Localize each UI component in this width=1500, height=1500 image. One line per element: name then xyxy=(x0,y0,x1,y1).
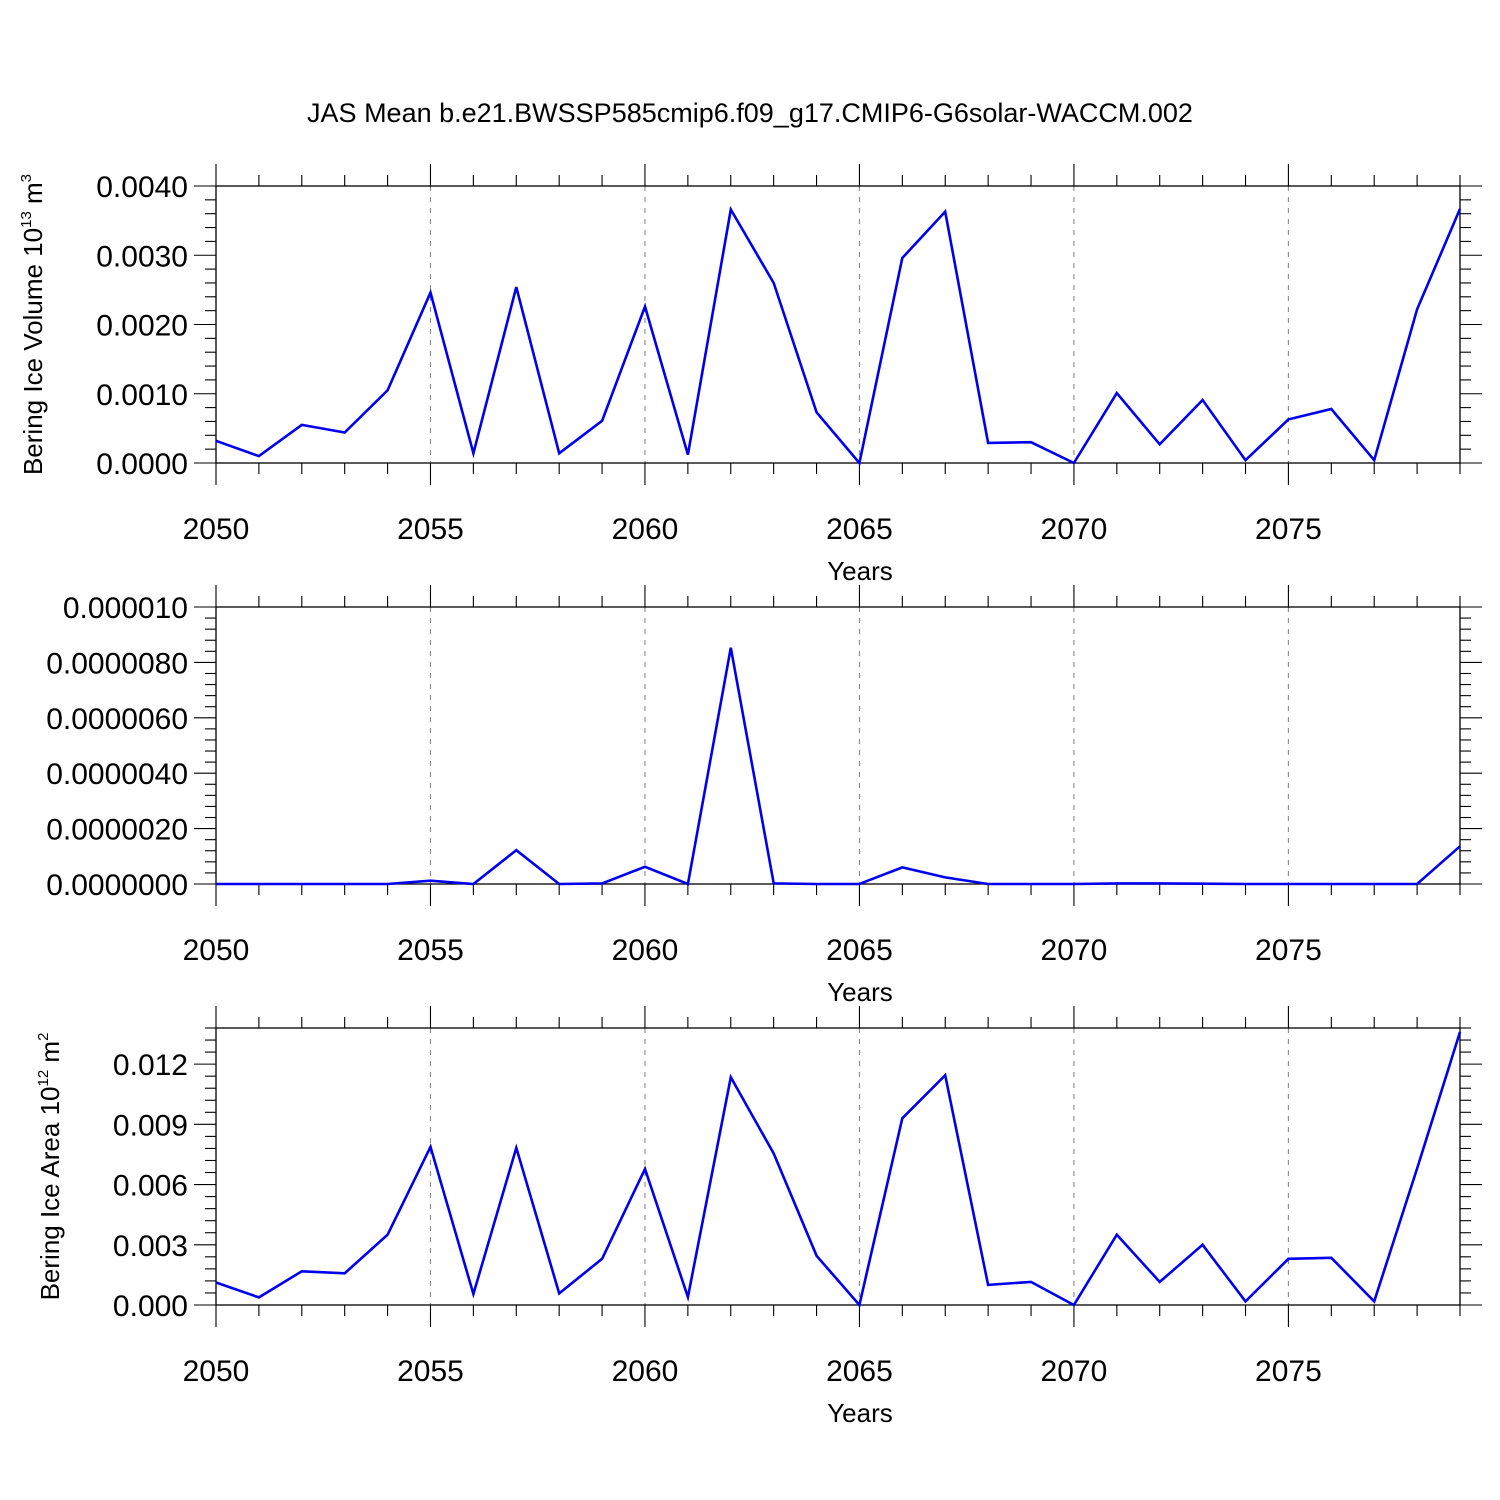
plot-frame xyxy=(215,1027,1461,1306)
x-tick-label: 2060 xyxy=(612,1355,679,1388)
y-tick-label: 0.0000000 xyxy=(46,869,188,902)
panel-ice-area: 2050 2055 2060 2065 2070 2075 Years 0.000 0.003 0… xyxy=(35,1006,1482,1428)
y-tick-label: 0.0040 xyxy=(96,171,188,204)
y-axis-label-text: Bering Ice Area 10 xyxy=(35,1087,65,1301)
plot-frame xyxy=(215,185,1461,464)
y-tick-label: 0.006 xyxy=(113,1170,188,1203)
plot-frame xyxy=(215,606,1461,885)
x-tick-label: 2075 xyxy=(1255,934,1322,967)
x-axis-label: Years xyxy=(827,556,893,586)
x-axis-label: Years xyxy=(827,977,893,1007)
y-axis-label-unit: m xyxy=(18,182,48,211)
y-tick-label: 0.000 xyxy=(113,1290,188,1323)
y-axis-label-unit-exponent: 3 xyxy=(18,174,35,182)
y-axis-label-unit-exponent: 2 xyxy=(35,1033,52,1041)
x-tick-label: 2055 xyxy=(397,934,464,967)
x-tick-label: 2070 xyxy=(1041,934,1108,967)
y-tick-label: 0.0000020 xyxy=(46,814,188,847)
x-tick-label: 2050 xyxy=(183,1355,250,1388)
y-tick-label: 0.000010 xyxy=(63,592,188,625)
y-tick-label: 0.0010 xyxy=(96,379,188,412)
y-tick-label: 0.0030 xyxy=(96,240,188,273)
series-line xyxy=(215,205,1462,466)
figure-title: JAS Mean b.e21.BWSSP585cmip6.f09_g17.CMI… xyxy=(307,98,1193,128)
panel-middle: 2050 2055 2060 2065 2070 2075 Years 0.0000000 0.… xyxy=(46,585,1482,1007)
y-axis-label-exponent: 12 xyxy=(35,1070,52,1087)
x-tick-label: 2070 xyxy=(1041,1355,1108,1388)
panel-ice-volume: 2050 2055 2060 2065 2070 2075 Years 0.0000 0.001… xyxy=(18,164,1482,586)
y-tick-label: 0.0000060 xyxy=(46,703,188,736)
y-tick-label: 0.003 xyxy=(113,1230,188,1263)
y-axis-label-unit: m xyxy=(35,1041,65,1070)
x-tick-label: 2065 xyxy=(826,1355,893,1388)
x-tick-label: 2075 xyxy=(1255,1355,1322,1388)
x-tick-label: 2065 xyxy=(826,934,893,967)
x-axis-label: Years xyxy=(827,1398,893,1428)
series-line xyxy=(216,647,1461,886)
x-tick-label: 2065 xyxy=(826,513,893,546)
series-line xyxy=(215,1031,1462,1308)
x-tick-label: 2075 xyxy=(1255,513,1322,546)
y-tick-label: 0.0020 xyxy=(96,310,188,343)
y-axis-label-exponent: 13 xyxy=(18,211,35,228)
y-tick-label: 0.0000080 xyxy=(46,647,188,680)
x-tick-label: 2050 xyxy=(183,934,250,967)
x-tick-label: 2055 xyxy=(397,513,464,546)
x-tick-label: 2060 xyxy=(612,934,679,967)
y-tick-label: 0.0000040 xyxy=(46,758,188,791)
x-tick-label: 2055 xyxy=(397,1355,464,1388)
y-tick-label: 0.0000 xyxy=(96,448,188,481)
x-tick-label: 2070 xyxy=(1041,513,1108,546)
x-tick-label: 2060 xyxy=(612,513,679,546)
y-tick-label: 0.009 xyxy=(113,1109,188,1142)
y-axis-label-text: Bering Ice Volume 10 xyxy=(18,228,48,475)
y-axis-label: Bering Ice Volume 1013 m3 xyxy=(18,174,48,475)
y-tick-label: 0.012 xyxy=(113,1049,188,1082)
x-tick-label: 2050 xyxy=(183,513,250,546)
y-axis-label: Bering Ice Area 1012 m2 xyxy=(35,1033,65,1301)
